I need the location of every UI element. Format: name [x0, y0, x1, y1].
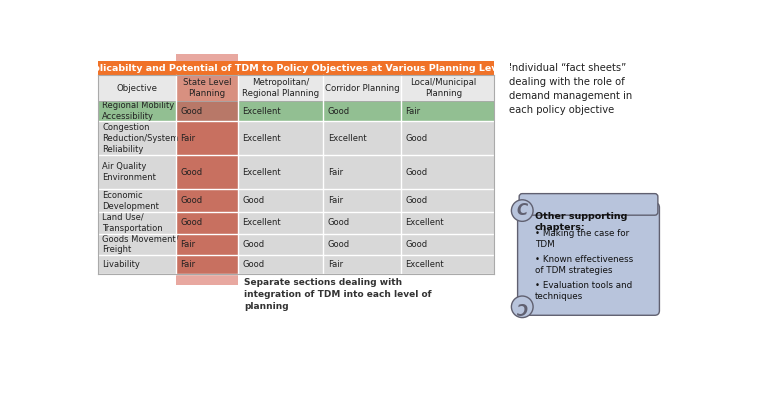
Text: Good: Good: [243, 240, 265, 249]
Bar: [176, 274, 238, 285]
Text: Fair: Fair: [328, 168, 343, 176]
Text: Separate sections dealing with
integration of TDM into each level of
planning: Separate sections dealing with integrati…: [244, 278, 432, 311]
Text: Good: Good: [243, 260, 265, 269]
Text: • Known effectiveness
of TDM strategies: • Known effectiveness of TDM strategies: [535, 255, 633, 275]
Bar: [176, 155, 238, 189]
Text: Excellent: Excellent: [243, 134, 281, 143]
Text: Congestion
Reduction/System
Reliability: Congestion Reduction/System Reliability: [102, 123, 179, 154]
Text: Good: Good: [180, 107, 203, 116]
Text: C: C: [517, 299, 528, 314]
Bar: [98, 255, 494, 274]
Text: Good: Good: [406, 134, 427, 143]
Bar: [176, 121, 238, 155]
Bar: [176, 234, 238, 255]
Text: Good: Good: [406, 240, 427, 249]
Bar: [176, 255, 238, 274]
FancyBboxPatch shape: [519, 194, 658, 215]
Text: Fair: Fair: [180, 240, 196, 249]
Text: Goods Movement/
Freight: Goods Movement/ Freight: [102, 234, 179, 255]
Text: Individual “fact sheets”
dealing with the role of
demand management in
each poli: Individual “fact sheets” dealing with th…: [509, 63, 632, 115]
Bar: [98, 212, 494, 234]
Text: • Making the case for
TDM: • Making the case for TDM: [535, 229, 629, 249]
Text: Fair: Fair: [328, 196, 343, 205]
Text: Livability: Livability: [102, 260, 140, 269]
Text: Metropolitan/
Regional Planning: Metropolitan/ Regional Planning: [242, 78, 319, 98]
Text: Good: Good: [406, 196, 427, 205]
Text: Excellent: Excellent: [243, 218, 281, 227]
Text: Fair: Fair: [180, 260, 196, 269]
Text: State Level
Planning: State Level Planning: [183, 78, 231, 98]
Text: Good: Good: [180, 218, 203, 227]
Bar: [176, 54, 238, 61]
FancyBboxPatch shape: [518, 203, 660, 315]
Bar: [98, 189, 494, 212]
Text: Regional Mobility
Accessibility: Regional Mobility Accessibility: [102, 101, 174, 121]
Bar: [98, 234, 494, 255]
Text: Excellent: Excellent: [328, 134, 366, 143]
Text: Good: Good: [328, 107, 350, 116]
Text: C: C: [517, 203, 528, 218]
Bar: [176, 212, 238, 234]
Text: Corridor Planning: Corridor Planning: [325, 84, 399, 93]
Bar: [98, 101, 494, 121]
Circle shape: [511, 200, 533, 221]
Text: Fair: Fair: [180, 134, 196, 143]
Text: Air Quality
Environment: Air Quality Environment: [102, 162, 156, 182]
Text: Other supporting
chapters:: Other supporting chapters:: [535, 212, 627, 232]
Text: Good: Good: [406, 168, 427, 176]
Text: Good: Good: [180, 196, 203, 205]
Text: • Evaluation tools and
techniques: • Evaluation tools and techniques: [535, 281, 632, 301]
Text: Local/Municipal
Planning: Local/Municipal Planning: [410, 78, 476, 98]
Text: Excellent: Excellent: [243, 168, 281, 176]
Text: Land Use/
Transportation: Land Use/ Transportation: [102, 213, 163, 233]
Bar: [176, 75, 238, 101]
Text: Excellent: Excellent: [406, 260, 444, 269]
Bar: [176, 189, 238, 212]
Bar: [98, 121, 494, 155]
Text: Good: Good: [180, 168, 203, 176]
Bar: [176, 101, 238, 121]
Text: Fair: Fair: [406, 107, 420, 116]
Text: Applicabilty and Potential of TDM to Policy Objectives at Various Planning Level: Applicabilty and Potential of TDM to Pol…: [79, 63, 513, 73]
Bar: [98, 155, 494, 189]
Text: Good: Good: [328, 240, 350, 249]
Text: Good: Good: [243, 196, 265, 205]
Bar: [98, 61, 494, 75]
Circle shape: [511, 296, 533, 318]
Text: Fair: Fair: [328, 260, 343, 269]
Text: Objective: Objective: [117, 84, 157, 93]
Bar: [98, 75, 494, 101]
Text: Excellent: Excellent: [406, 218, 444, 227]
Text: Economic
Development: Economic Development: [102, 191, 159, 210]
Text: Good: Good: [328, 218, 350, 227]
Text: Excellent: Excellent: [243, 107, 281, 116]
